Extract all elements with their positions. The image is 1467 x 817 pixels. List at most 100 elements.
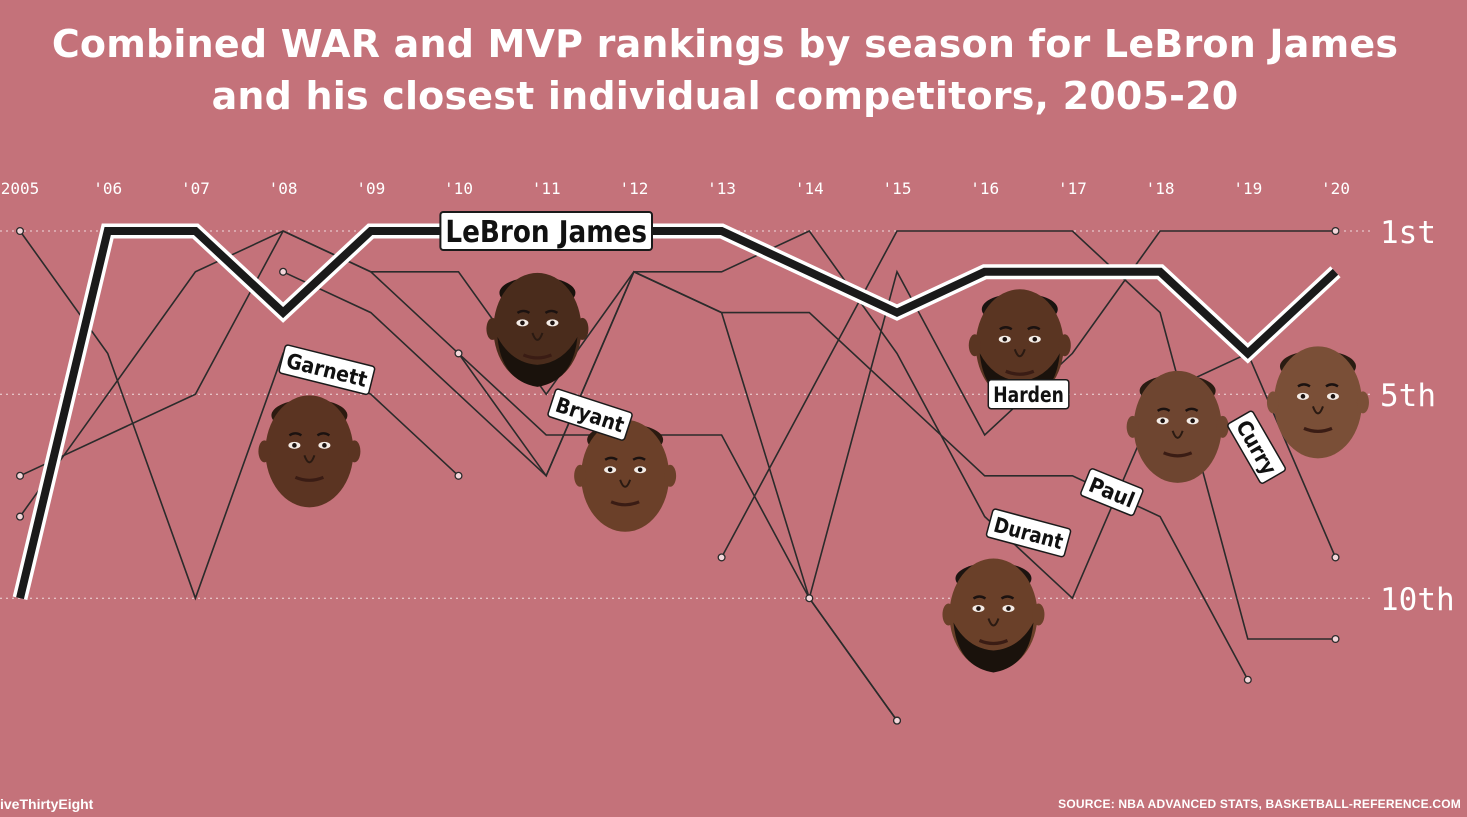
x-tick-label: '07 <box>181 179 210 198</box>
competitor-line <box>19 230 898 722</box>
name-label-box <box>1080 468 1144 517</box>
series-start-dot <box>15 226 25 236</box>
name-label-text: Harden <box>993 383 1064 407</box>
portrait-face <box>265 395 354 508</box>
portrait-brows <box>1156 407 1199 412</box>
portrait-brows <box>516 309 559 314</box>
portrait-pupil-left <box>1002 336 1008 342</box>
series-start-dot <box>454 349 463 358</box>
competitor-line <box>808 230 1336 599</box>
name-label-harden: Harden <box>987 378 1070 410</box>
portrait-mouth <box>294 475 325 482</box>
portrait-pupil-right <box>637 467 643 473</box>
x-tick-label: '19 <box>1233 179 1262 198</box>
x-tick-label: 2005 <box>1 179 40 198</box>
x-tick-label: '11 <box>532 179 561 198</box>
series-end-dot <box>454 471 463 480</box>
brand-credit: iveThirtyEight <box>0 796 94 812</box>
series-start-dot <box>15 512 25 521</box>
portrait-brows <box>604 456 646 461</box>
y-tick-label: 5th <box>1380 378 1436 414</box>
series-end-dot <box>1243 675 1252 684</box>
portrait-ear-left <box>258 440 271 463</box>
portrait-mouth <box>1005 369 1035 376</box>
lebron-series <box>12 223 1341 600</box>
portrait-ear-right <box>664 464 677 487</box>
portrait-nose <box>1312 406 1324 415</box>
x-tick-label: '18 <box>1146 179 1175 198</box>
competitor-line <box>720 230 1336 640</box>
series-end-dot <box>1331 226 1340 236</box>
portrait-face <box>949 558 1038 671</box>
x-tick-label: '16 <box>970 179 999 198</box>
lebron-line <box>16 227 1339 600</box>
chart-title: Combined WAR and MVP rankings by season … <box>0 18 1450 122</box>
portrait-ear-right <box>576 317 589 340</box>
portrait-nose <box>619 479 632 488</box>
portrait-ear-left <box>1126 415 1139 438</box>
chart-title-line-2: and his closest individual competitors, … <box>211 74 1239 118</box>
name-label-text: LeBron James <box>445 215 647 250</box>
portrait-paul <box>1126 370 1229 483</box>
x-tick-label: '14 <box>795 179 824 198</box>
name-label-box <box>1227 410 1286 484</box>
portrait-nose <box>303 454 316 464</box>
portrait-pupil-right <box>1330 394 1336 399</box>
name-label-box <box>547 388 633 441</box>
portrait-lebron-james <box>486 272 589 387</box>
portrait-brows <box>1297 383 1339 388</box>
portrait-mouth <box>1163 451 1193 458</box>
name-label-bryant: Bryant <box>547 388 633 441</box>
name-label-durant: Durant <box>985 508 1072 558</box>
portrait-pupil-left <box>292 443 297 448</box>
portrait-pupil-right <box>1190 418 1195 424</box>
portrait-ear-right <box>1032 603 1045 626</box>
portrait-mouth <box>522 353 553 360</box>
x-tick-label: '13 <box>707 179 736 198</box>
portrait-beard <box>497 336 578 387</box>
competitor-series-7 <box>805 226 1340 603</box>
x-tick-label: '15 <box>883 179 912 198</box>
portrait-ear-left <box>1266 391 1279 414</box>
portrait-face <box>1273 346 1362 459</box>
series-end-dot <box>1331 634 1340 644</box>
series-start-dot <box>717 553 726 562</box>
portrait-ear-right <box>1058 334 1071 357</box>
series-start-dot <box>15 471 25 480</box>
portrait-garnett <box>258 395 361 508</box>
y-tick-label: 1st <box>1380 215 1436 251</box>
portrait-brows <box>288 432 331 437</box>
portrait-ear-right <box>1356 391 1369 414</box>
portrait-pupil-right <box>550 320 555 326</box>
series-end-dot <box>892 716 902 725</box>
portrait-nose <box>1171 430 1184 439</box>
source-note: SOURCE: NBA ADVANCED STATS, BASKETBALL-R… <box>1058 797 1461 811</box>
name-label-box <box>278 344 376 396</box>
portrait-ear-left <box>942 603 955 626</box>
portrait-ear-left <box>486 317 499 340</box>
portrait-pupil-right <box>322 443 327 448</box>
x-tick-label: '12 <box>619 179 648 198</box>
portrait-pupil-left <box>1300 394 1306 399</box>
x-tick-label: '08 <box>269 179 298 198</box>
competitor-series-1 <box>15 226 463 601</box>
name-label-garnett: Garnett <box>278 344 376 396</box>
portrait-ear-left <box>574 464 587 487</box>
portrait-beard <box>953 622 1034 673</box>
name-label-box <box>439 211 654 251</box>
portrait-pupil-left <box>607 467 613 473</box>
portrait-pupil-left <box>1160 418 1165 424</box>
portrait-pupil-left <box>520 320 525 326</box>
x-tick-label: '17 <box>1058 179 1087 198</box>
series-start-dot <box>279 267 288 276</box>
portrait-ear-right <box>1216 415 1229 438</box>
name-label-lebron-james: LeBron James <box>439 211 654 251</box>
portrait-ear-left <box>968 334 981 357</box>
name-label-box <box>987 378 1070 410</box>
portrait-face <box>975 289 1064 402</box>
portrait-mouth <box>610 500 640 507</box>
y-tick-label: 10th <box>1380 582 1455 618</box>
portrait-mouth <box>978 639 1009 646</box>
chart-title-line-1: Combined WAR and MVP rankings by season … <box>51 22 1399 66</box>
